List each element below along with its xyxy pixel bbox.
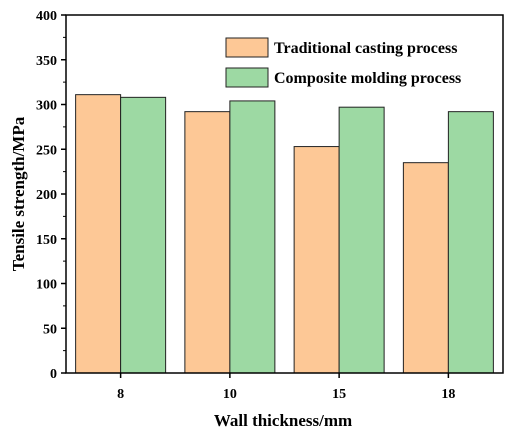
x-tick-label: 18 [441,387,455,402]
bar-traditional-18 [402,162,449,374]
y-axis-title: Tensile strength/MPa [9,116,28,271]
bar-composite-15 [338,106,385,374]
bar-traditional-10 [184,111,231,374]
legend-swatch-traditional [225,37,269,58]
y-tick-label: 300 [36,99,57,114]
legend-swatch-composite [225,67,269,88]
legend: Traditional casting process Composite mol… [225,37,461,88]
bar-traditional-8 [75,94,122,374]
bars-group [75,94,494,374]
x-tick-label: 15 [332,387,346,402]
y-tick-label: 100 [36,278,57,293]
y-tick-label: 200 [36,188,57,203]
axes-group: 8 10 15 18 0 50 100 150 200 250 300 350 400 [36,9,504,402]
legend-label-composite: Composite molding process [274,70,461,87]
bar-traditional-15 [293,146,340,374]
bar-composite-10 [229,100,276,374]
y-tick-label: 0 [50,367,57,382]
y-tick-label: 150 [36,233,57,248]
bar-composite-18 [447,111,494,374]
x-axis-title: Wall thickness/mm [214,411,352,430]
y-tick-label: 350 [36,54,57,69]
bar-composite-8 [120,96,167,374]
legend-label-traditional: Traditional casting process [274,40,457,57]
y-tick-label: 400 [36,9,57,24]
x-tick-label: 10 [223,387,237,402]
y-tick-label: 250 [36,143,57,158]
x-tick-label: 8 [117,387,124,402]
y-tick-label: 50 [43,322,57,337]
